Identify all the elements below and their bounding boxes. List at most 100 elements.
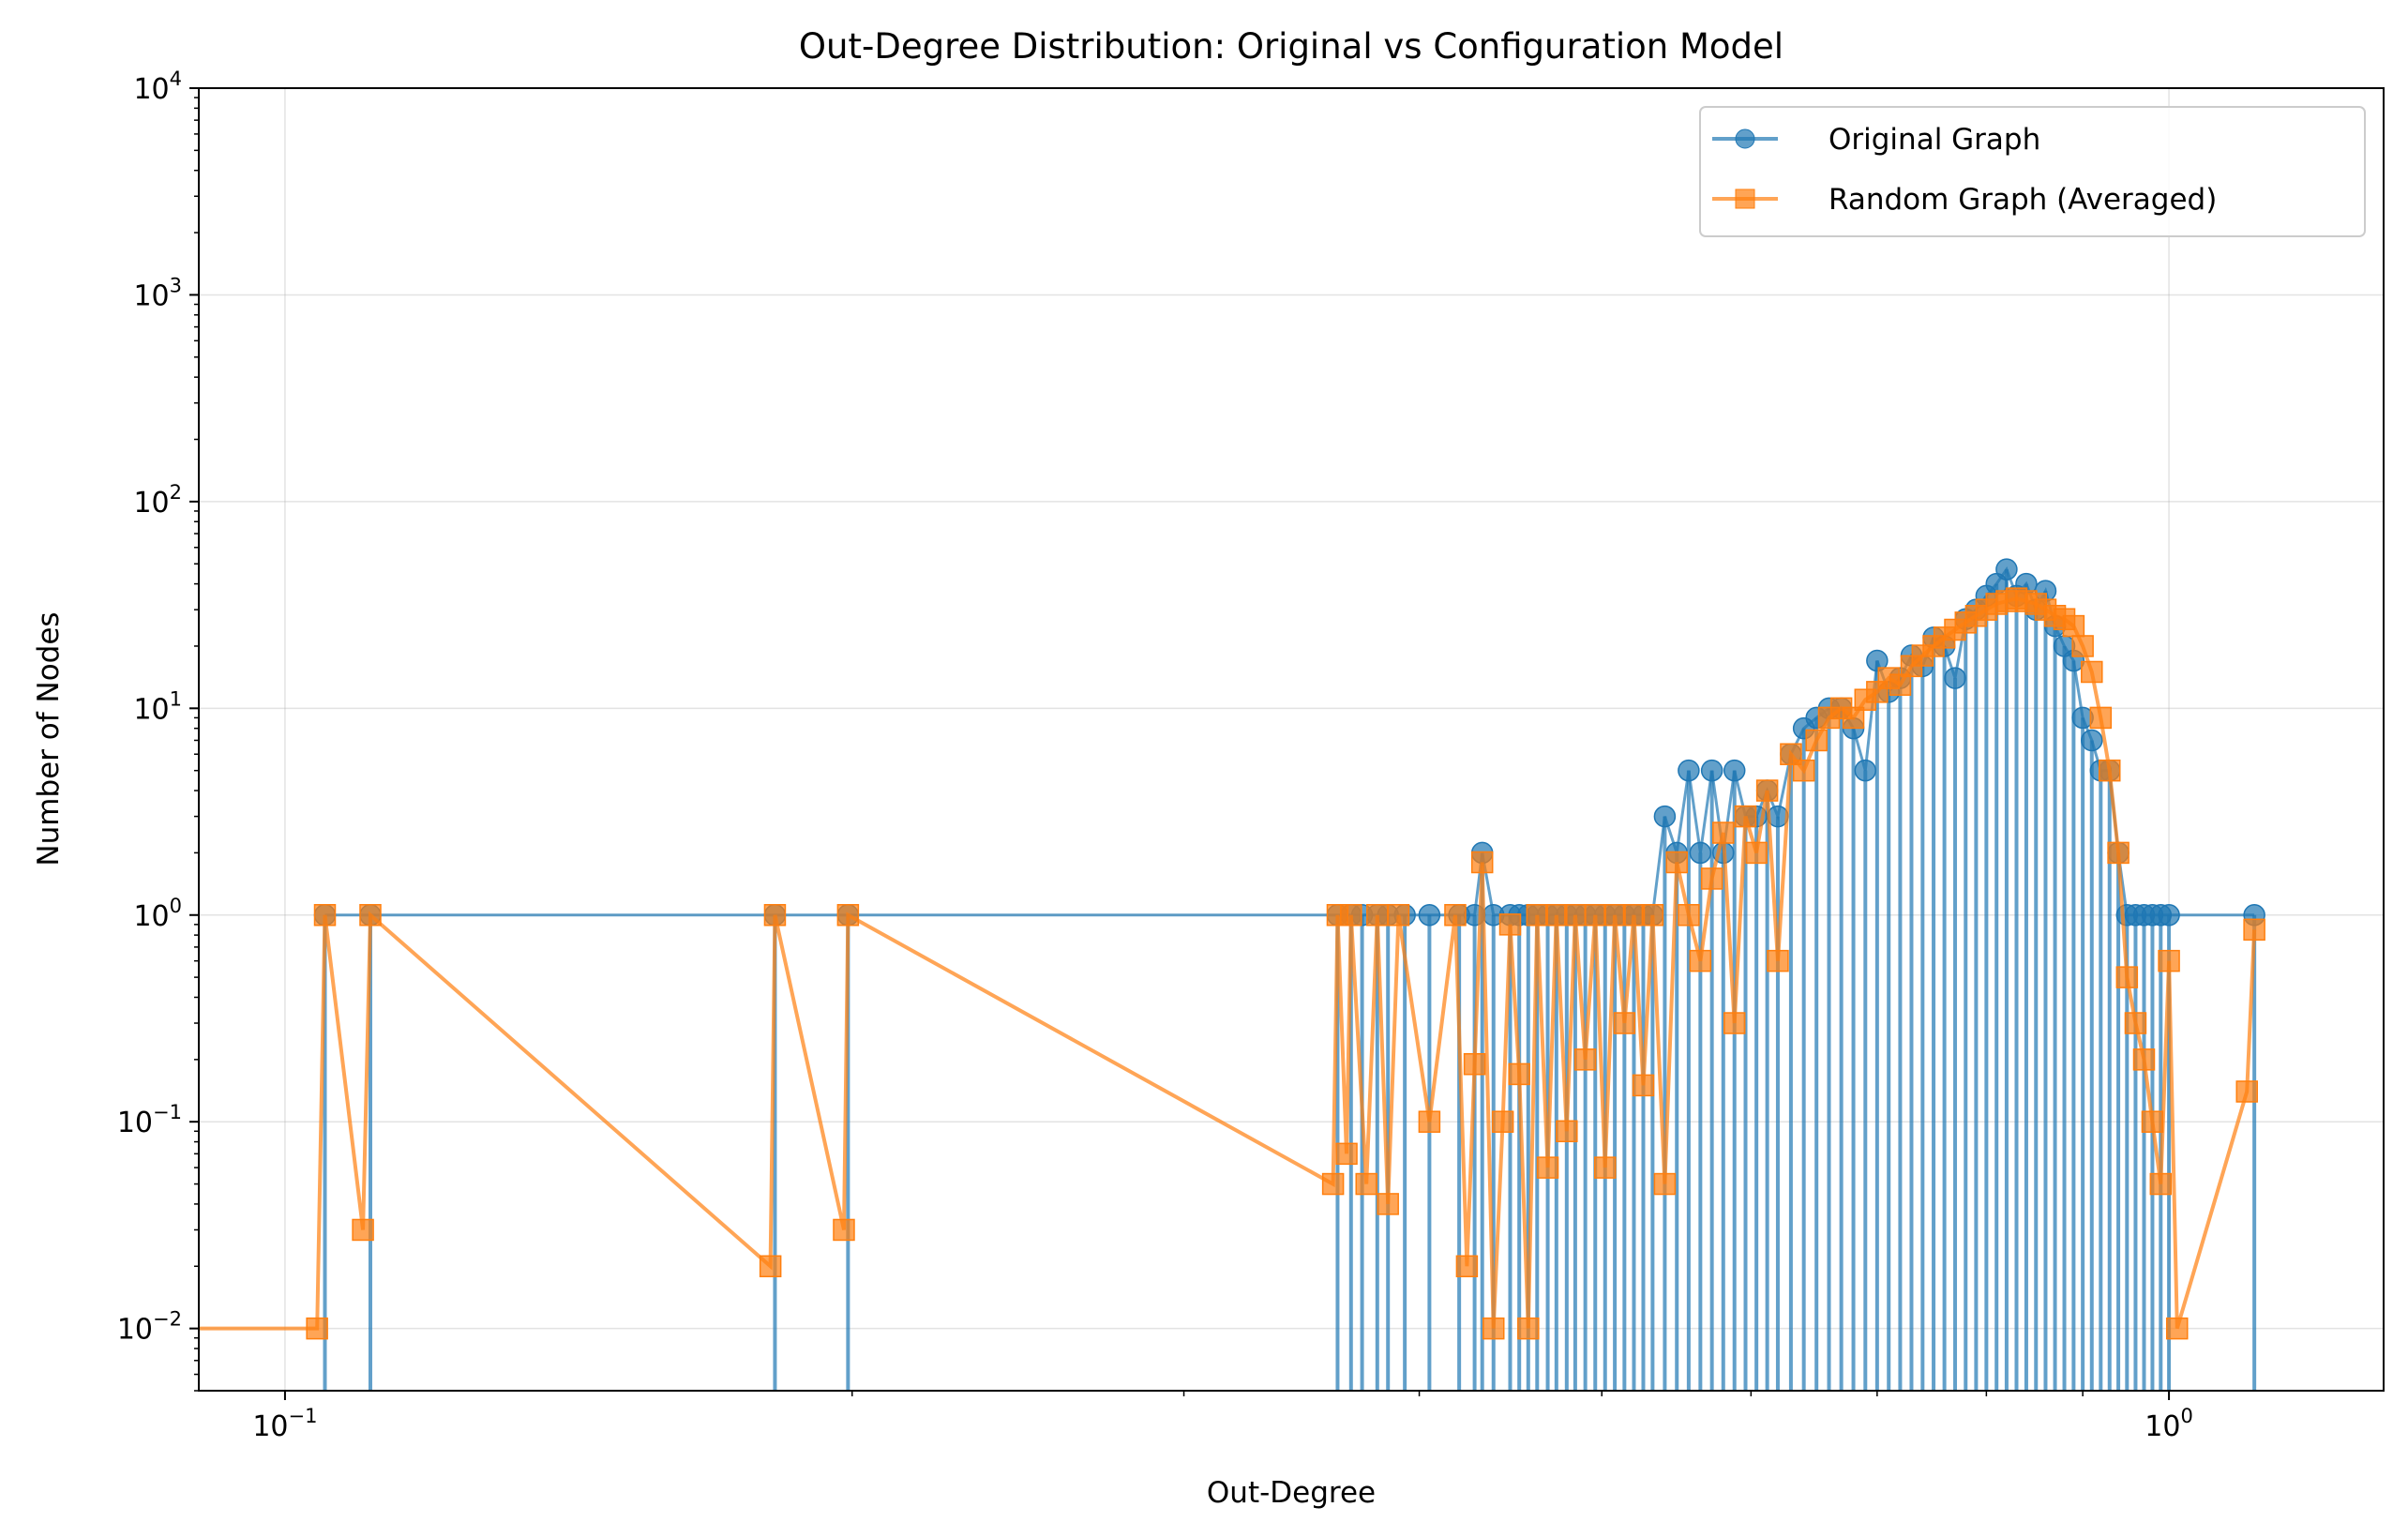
random-point xyxy=(2243,918,2265,942)
random-point xyxy=(1573,1048,1597,1071)
random-point xyxy=(1463,1053,1486,1076)
original-point xyxy=(1653,805,1677,828)
random-point xyxy=(1678,904,1700,927)
random-point xyxy=(1482,1317,1505,1340)
original-point xyxy=(1700,759,1723,782)
random-point xyxy=(1470,851,1494,874)
random-point xyxy=(1755,779,1779,802)
x-tick-label: 10−1 xyxy=(252,1405,317,1443)
random-point xyxy=(1584,904,1607,927)
series-layer xyxy=(199,558,2265,1391)
random-point xyxy=(1653,1172,1677,1196)
random-point xyxy=(2071,635,2094,657)
original-point xyxy=(1678,759,1700,782)
random-point xyxy=(1444,904,1467,927)
original-point xyxy=(1418,904,1441,927)
random-point xyxy=(2107,841,2130,865)
original-point xyxy=(1866,649,1889,672)
random-point xyxy=(1508,1062,1530,1086)
original-point xyxy=(1995,558,2018,580)
random-point xyxy=(763,904,787,927)
random-point xyxy=(1355,1172,1377,1196)
random-point xyxy=(2149,1172,2173,1196)
series-original-graph xyxy=(313,558,2265,1391)
legend-marker-random xyxy=(1735,188,1755,209)
random-point xyxy=(2089,706,2113,730)
random-point xyxy=(1536,1156,1559,1179)
random-point xyxy=(1805,729,1828,752)
random-point xyxy=(1780,743,1802,765)
random-point xyxy=(1641,904,1664,927)
y-tick-label: 10−1 xyxy=(117,1101,182,1139)
original-point xyxy=(2081,729,2103,752)
random-point xyxy=(2062,614,2085,638)
y-tick-label: 10−2 xyxy=(117,1308,182,1347)
x-axis-label: Out-Degree xyxy=(1207,1476,1376,1510)
random-point xyxy=(1700,867,1723,890)
legend-label-random: Random Graph (Averaged) xyxy=(1829,183,2217,217)
original-point xyxy=(2158,904,2180,927)
random-point xyxy=(2141,1110,2164,1133)
legend-box xyxy=(1699,106,2366,237)
original-point xyxy=(1854,759,1877,782)
plot-frame xyxy=(198,87,2385,1392)
random-point xyxy=(1418,1110,1441,1133)
random-point xyxy=(1889,673,1912,696)
random-point xyxy=(2098,759,2121,782)
random-point xyxy=(1842,706,1865,730)
random-point xyxy=(359,904,382,927)
random-point xyxy=(2235,1080,2258,1103)
random-point xyxy=(1366,904,1389,927)
random-point xyxy=(1593,1156,1617,1179)
random-point xyxy=(1340,904,1362,927)
random-point xyxy=(1491,1110,1514,1133)
random-point xyxy=(2132,1048,2156,1071)
random-point xyxy=(1689,949,1712,972)
x-tick-label: 100 xyxy=(2145,1405,2193,1443)
original-point xyxy=(1944,667,1966,689)
random-point xyxy=(1564,904,1587,927)
random-point xyxy=(833,1218,855,1242)
y-tick-label: 101 xyxy=(133,687,182,726)
random-point xyxy=(1377,1193,1399,1215)
random-point xyxy=(1526,904,1549,927)
random-point xyxy=(1556,1120,1578,1143)
random-point xyxy=(306,1317,328,1340)
random-point xyxy=(759,1255,782,1278)
random-point xyxy=(2158,949,2180,972)
random-point xyxy=(1622,904,1646,927)
y-tick-label: 100 xyxy=(133,895,182,933)
y-axis-label: Number of Nodes xyxy=(32,611,66,866)
chart-title: Out-Degree Distribution: Original vs Con… xyxy=(799,26,1783,67)
random-point xyxy=(1665,851,1688,874)
random-point xyxy=(1613,1012,1636,1034)
y-tick-label: 102 xyxy=(133,481,182,520)
random-point xyxy=(313,904,337,927)
random-point xyxy=(2166,1317,2189,1340)
random-point xyxy=(1745,841,1768,865)
y-tick-label: 103 xyxy=(133,274,182,312)
random-point xyxy=(1545,904,1568,927)
random-point xyxy=(1335,1142,1358,1166)
legend-marker-original xyxy=(1735,128,1755,149)
random-point xyxy=(2124,1012,2147,1034)
random-point xyxy=(352,1218,374,1242)
original-point xyxy=(1689,841,1712,865)
random-point xyxy=(1387,904,1410,927)
random-point xyxy=(1632,1074,1655,1097)
random-point xyxy=(836,904,860,927)
random-point xyxy=(1723,1012,1746,1034)
legend: Original Graph Random Graph (Averaged) xyxy=(1699,106,2366,237)
series-random-graph xyxy=(199,587,2265,1340)
random-point xyxy=(2081,660,2103,684)
y-tick-label: 104 xyxy=(133,68,182,106)
random-point xyxy=(1603,904,1626,927)
tick-layer: 10−2 10−1 100 101 102 103 104 10−1 100 xyxy=(117,68,2193,1443)
random-point xyxy=(1498,913,1522,936)
random-point xyxy=(1455,1255,1479,1278)
original-point xyxy=(1723,759,1746,782)
random-point xyxy=(1734,805,1757,828)
random-point xyxy=(1792,759,1815,782)
